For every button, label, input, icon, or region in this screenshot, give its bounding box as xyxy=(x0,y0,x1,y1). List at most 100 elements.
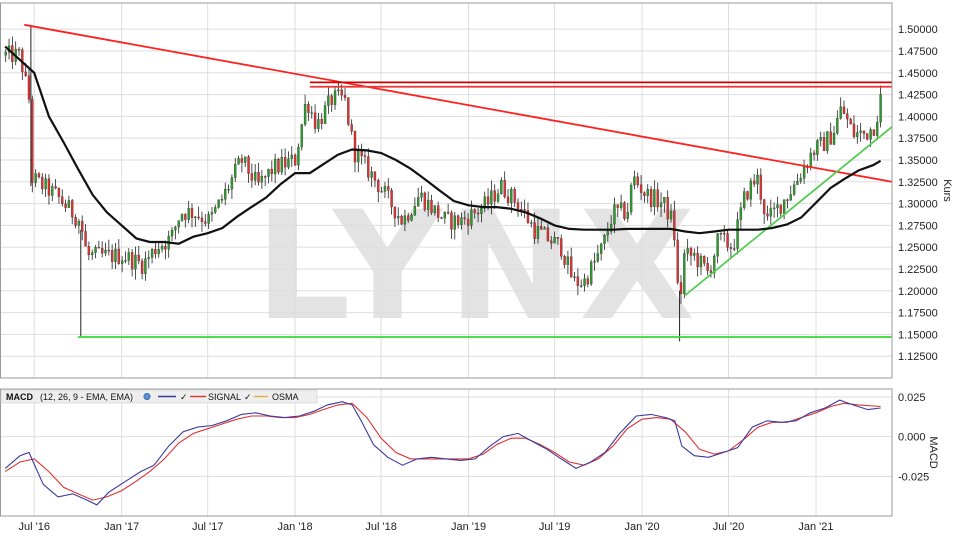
candle-body xyxy=(669,210,673,220)
candle-body xyxy=(47,178,51,196)
x-tick-label: Jan '17 xyxy=(104,521,139,533)
macd-plot-frame xyxy=(0,388,893,517)
candle-body xyxy=(51,186,54,196)
candle-body xyxy=(34,173,37,183)
candle-body xyxy=(673,210,676,241)
candle-body xyxy=(470,209,473,226)
candle-body xyxy=(433,205,437,213)
candle-body xyxy=(526,210,530,223)
candle-body xyxy=(120,260,124,264)
candle-body xyxy=(87,246,91,256)
candle-body xyxy=(719,233,723,235)
candle-body xyxy=(563,256,566,265)
candle-body xyxy=(24,71,27,76)
candle-body xyxy=(297,146,300,166)
candle-body xyxy=(290,154,293,159)
candle-body xyxy=(94,247,97,253)
settings-icon[interactable] xyxy=(143,392,151,400)
candle-body xyxy=(490,190,493,205)
candle-body xyxy=(436,205,440,218)
candle-body xyxy=(237,158,240,165)
candle-body xyxy=(580,285,583,287)
candle-body xyxy=(689,248,693,256)
candle-body xyxy=(560,238,563,257)
candle-body xyxy=(596,253,600,262)
candle-body xyxy=(639,184,643,193)
candle-body xyxy=(140,260,144,274)
candle-body xyxy=(683,253,686,294)
candle-body xyxy=(566,256,570,265)
candle-body xyxy=(197,216,200,219)
candle-body xyxy=(753,180,756,185)
candle-body xyxy=(244,156,247,163)
candle-body xyxy=(400,216,403,225)
candle-body xyxy=(759,174,763,200)
candle-body xyxy=(426,199,430,210)
candle-body xyxy=(347,97,350,125)
candle-body xyxy=(307,104,310,113)
candle-body xyxy=(463,217,466,220)
x-tick-label: Jan '21 xyxy=(798,521,833,533)
candle-body xyxy=(713,255,716,274)
candle-body xyxy=(872,129,876,136)
candle-body xyxy=(696,253,699,268)
candle-body xyxy=(71,200,74,218)
candle-body xyxy=(387,186,390,191)
legend-check-icon[interactable]: ✓ xyxy=(180,392,188,402)
candle-body xyxy=(826,131,829,151)
candle-body xyxy=(230,177,234,190)
candle-body xyxy=(180,214,184,221)
candle-body xyxy=(64,203,67,208)
x-tick-label: Jul '18 xyxy=(365,521,396,533)
candle-body xyxy=(100,247,104,254)
candle-body xyxy=(27,75,31,100)
candle-body xyxy=(343,95,347,98)
y-tick-label: 1.30000 xyxy=(898,199,938,211)
candle-body xyxy=(646,189,649,196)
candle-body xyxy=(699,255,703,268)
candle-body xyxy=(603,235,606,245)
candle-body xyxy=(733,248,736,250)
candle-body xyxy=(407,215,410,221)
candle-body xyxy=(822,137,826,151)
candle-body xyxy=(61,196,64,204)
candle-body xyxy=(679,282,683,294)
candle-body xyxy=(550,240,553,244)
candle-body xyxy=(796,180,799,185)
candle-body xyxy=(187,208,190,220)
candle-body xyxy=(832,132,836,145)
candle-body xyxy=(337,89,340,92)
candle-body xyxy=(303,104,307,125)
legend-check-icon[interactable]: ✓ xyxy=(244,392,252,402)
candle-body xyxy=(363,155,367,157)
candle-body xyxy=(869,129,872,140)
candle-body xyxy=(340,89,343,96)
candle-body xyxy=(446,211,450,214)
candle-body xyxy=(556,237,560,239)
candle-body xyxy=(693,253,696,256)
candle-body xyxy=(420,192,423,198)
y-tick-label: 1.22500 xyxy=(898,264,938,276)
candle-body xyxy=(809,152,812,168)
candle-body xyxy=(170,229,174,237)
candle-body xyxy=(766,213,769,217)
candle-body xyxy=(177,220,180,228)
candle-body xyxy=(190,208,194,218)
candle-body xyxy=(709,270,713,274)
candle-body xyxy=(659,202,663,208)
candle-body xyxy=(856,132,859,137)
candle-body xyxy=(443,211,446,219)
x-tick-label: Jul '17 xyxy=(192,521,223,533)
y-tick-label: 1.27500 xyxy=(898,220,938,232)
candle-body xyxy=(217,199,220,208)
candle-body xyxy=(799,178,802,182)
candle-body xyxy=(859,130,862,133)
candle-body xyxy=(483,196,486,209)
candle-body xyxy=(862,130,866,134)
candle-body xyxy=(247,156,250,174)
macd-series-macd xyxy=(4,399,881,506)
candle-body xyxy=(723,233,726,235)
candle-body xyxy=(91,252,94,256)
candle-body xyxy=(583,278,586,286)
x-tick-label: Jan '20 xyxy=(624,521,659,533)
